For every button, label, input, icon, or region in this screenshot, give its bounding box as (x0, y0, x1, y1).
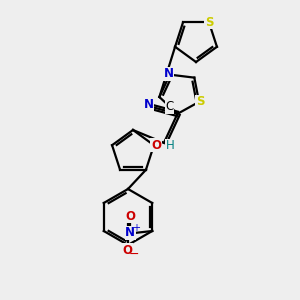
Text: +: + (132, 223, 140, 233)
Text: N: N (143, 98, 153, 111)
Text: S: S (205, 16, 213, 29)
Text: H: H (166, 139, 174, 152)
Text: N: N (125, 226, 135, 239)
Text: −: − (129, 248, 140, 260)
Text: S: S (196, 95, 204, 108)
Text: N: N (164, 67, 174, 80)
Text: O: O (151, 139, 161, 152)
Text: C: C (165, 100, 174, 113)
Text: O: O (122, 244, 132, 256)
Text: O: O (125, 209, 135, 223)
